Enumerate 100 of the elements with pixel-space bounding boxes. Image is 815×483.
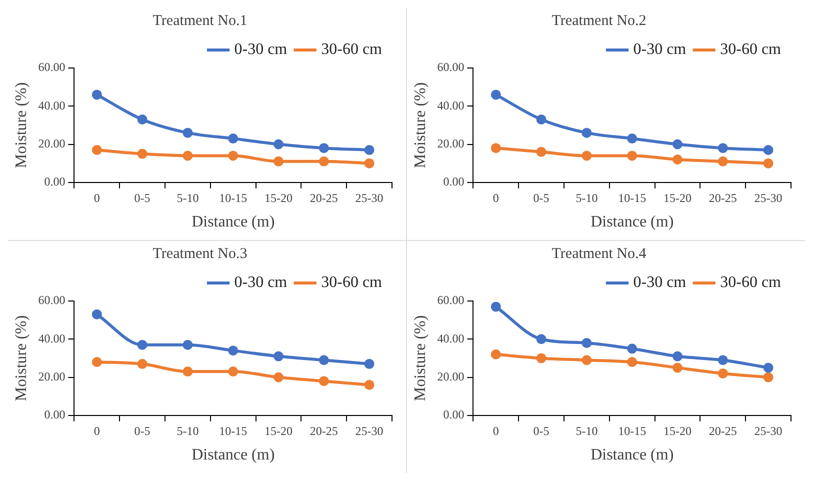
x-tick-label: 20-25 [708, 424, 737, 438]
point [718, 156, 728, 166]
legend-label: 30-60 cm [720, 274, 782, 292]
x-axis-title: Distance (m) [590, 446, 674, 464]
x-tick-label: 20-25 [310, 190, 338, 205]
point [182, 366, 193, 377]
point [672, 139, 682, 150]
point [318, 156, 329, 166]
point [672, 154, 682, 165]
x-tick-label: 10-15 [618, 190, 646, 205]
point [763, 362, 774, 373]
x-tick-label: 20-25 [708, 190, 737, 205]
y-tick-label: 20.00 [38, 369, 66, 384]
legend-label: 30-60 cm [720, 41, 782, 58]
y-tick-label: 0.00 [443, 174, 464, 189]
point [228, 134, 238, 144]
point [182, 128, 193, 138]
point [318, 376, 329, 386]
x-tick-label: 15-20 [264, 190, 292, 205]
point [536, 334, 546, 344]
y-tick-label: 20.00 [38, 136, 66, 150]
point [627, 357, 638, 368]
point [274, 156, 284, 166]
legend-label: 30-60 cm [321, 41, 383, 58]
point [182, 150, 193, 161]
point [582, 128, 592, 138]
y-tick-label: 40.00 [437, 98, 464, 112]
y-axis-title: Moisture (%) [12, 82, 30, 168]
x-tick-label: 5-10 [176, 190, 199, 205]
chart-title: Treatment No.3 [152, 246, 248, 262]
point [490, 302, 501, 312]
y-tick-label: 40.00 [38, 331, 66, 346]
point [228, 346, 238, 356]
point [536, 353, 546, 364]
x-tick-label: 0 [94, 190, 100, 205]
x-tick-label: 10-15 [618, 424, 646, 438]
legend-label: 0-30 cm [633, 274, 687, 292]
legend-label: 30-60 cm [321, 274, 383, 292]
x-tick-label: 15-20 [264, 424, 292, 438]
y-tick-label: 0.00 [44, 174, 66, 189]
point [672, 362, 682, 373]
x-tick-label: 0-5 [533, 424, 550, 438]
point [137, 114, 148, 124]
x-tick-label: 10-15 [219, 424, 248, 438]
point [137, 358, 148, 369]
point [763, 372, 774, 382]
point [274, 372, 284, 382]
y-tick-label: 60.00 [38, 60, 66, 74]
point [627, 134, 638, 144]
x-tick-label: 25-30 [355, 190, 384, 205]
y-axis-title: Moisture (%) [12, 315, 30, 402]
x-tick-label: 0 [492, 190, 499, 205]
x-tick-label: 10-15 [219, 190, 248, 205]
chart-title: Treatment No.2 [552, 12, 646, 29]
point [228, 150, 238, 161]
x-tick-label: 0-5 [134, 190, 150, 205]
y-tick-label: 20.00 [437, 136, 464, 150]
chart-title: Treatment No.1 [152, 12, 248, 29]
x-tick-label: 25-30 [754, 424, 782, 438]
point [364, 358, 374, 369]
x-tick-label: 15-20 [664, 190, 692, 205]
y-tick-label: 60.00 [437, 293, 464, 308]
point [274, 139, 284, 150]
point [92, 144, 102, 155]
point [137, 148, 148, 159]
point [763, 158, 774, 168]
chart-title: Treatment No.4 [552, 246, 647, 262]
point [364, 380, 374, 390]
point [536, 114, 546, 124]
point [92, 357, 102, 368]
x-axis-title: Distance (m) [192, 446, 275, 464]
point [490, 90, 501, 100]
point [92, 90, 102, 100]
y-tick-label: 60.00 [38, 293, 66, 308]
y-tick-label: 0.00 [44, 408, 66, 422]
point [536, 146, 546, 157]
x-tick-label: 0 [94, 424, 100, 438]
x-tick-label: 0 [492, 424, 499, 438]
point [718, 355, 728, 366]
point [718, 368, 728, 378]
point [318, 143, 329, 154]
y-tick-label: 0.00 [443, 408, 464, 422]
point [182, 340, 193, 350]
point [228, 366, 238, 377]
x-tick-label: 0-5 [134, 424, 150, 438]
y-axis-title: Moisture (%) [412, 82, 429, 168]
y-axis-title: Moisture (%) [412, 315, 429, 402]
x-tick-label: 5-10 [176, 424, 199, 438]
point [582, 150, 592, 161]
point [672, 351, 682, 362]
point [627, 150, 638, 161]
y-tick-label: 20.00 [437, 369, 464, 384]
legend-label: 0-30 cm [234, 274, 288, 292]
y-tick-label: 40.00 [38, 98, 66, 112]
y-tick-label: 40.00 [437, 331, 464, 346]
x-tick-label: 5-10 [576, 424, 598, 438]
legend-label: 0-30 cm [234, 41, 288, 58]
point [718, 143, 728, 154]
legend-label: 0-30 cm [633, 41, 687, 58]
x-tick-label: 5-10 [576, 190, 598, 205]
